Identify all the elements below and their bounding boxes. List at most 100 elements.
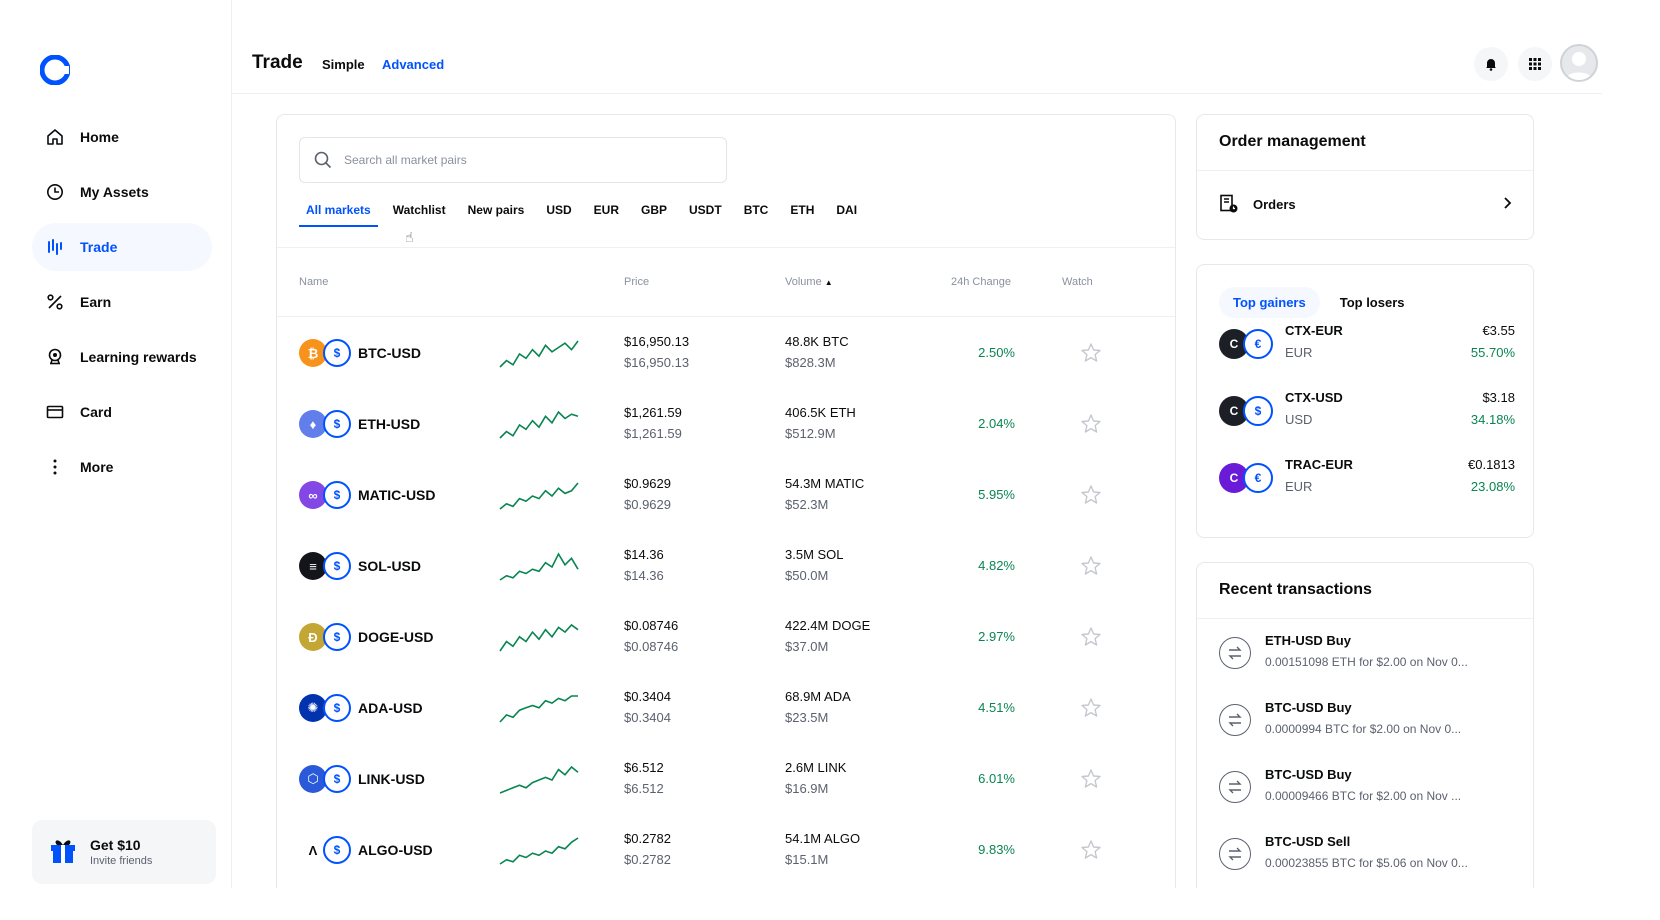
price-value: $0.9629 <box>624 476 671 491</box>
volume-value: 48.8K BTC <box>785 334 849 349</box>
sidebar-item-label: My Assets <box>80 184 149 200</box>
price-sub-value: $1,261.59 <box>624 426 682 441</box>
pair-name: ALGO-USD <box>358 842 433 858</box>
coin-pair-icons: ₿ $ <box>299 339 351 367</box>
volume-value: 54.1M ALGO <box>785 831 861 846</box>
change-value: 6.01% <box>978 771 1015 786</box>
transaction-row[interactable]: BTC-USD Buy 0.00009466 BTC for $2.00 on N… <box>1219 763 1515 813</box>
volume-usd-value: $50.0M <box>785 568 829 583</box>
price-value: $14.36 <box>624 547 664 562</box>
volume-usd-value: $37.0M <box>785 639 829 654</box>
sparkline-line <box>499 623 579 652</box>
mode-advanced-tab[interactable]: Advanced <box>382 57 445 72</box>
sidebar: Home My Assets Trade Earn Learning rewar… <box>0 0 232 888</box>
apps-button[interactable] <box>1518 47 1552 81</box>
coin-usd-icon: $ <box>323 410 351 438</box>
sidebar-item-learning-rewards[interactable]: Learning rewards <box>32 333 212 381</box>
swap-icon <box>1219 838 1251 870</box>
pair-name: DOGE-USD <box>358 629 434 645</box>
transaction-title: ETH-USD Buy <box>1265 633 1351 648</box>
tab-gbp[interactable]: GBP <box>641 203 668 217</box>
percent-icon <box>44 291 66 313</box>
volume-value: 68.9M ADA <box>785 689 851 704</box>
column-volume[interactable]: Volume ▲ <box>785 276 833 288</box>
tab-usd[interactable]: USD <box>546 203 572 217</box>
market-search[interactable] <box>299 137 727 183</box>
tab-watchlist[interactable]: Watchlist <box>392 203 446 217</box>
table-header: Name Price Volume ▲ 24h Change Watch <box>277 247 1175 317</box>
sidebar-item-home[interactable]: Home <box>32 113 212 161</box>
sidebar-item-my-assets[interactable]: My Assets <box>32 168 212 216</box>
transaction-row[interactable]: BTC-USD Buy 0.0000994 BTC for $2.00 on No… <box>1219 696 1515 746</box>
tab-top-gainers[interactable]: Top gainers <box>1219 287 1320 318</box>
tab-usdt[interactable]: USDT <box>689 203 722 217</box>
tab-eur[interactable]: EUR <box>593 203 619 217</box>
rewards-icon <box>44 346 66 368</box>
search-input[interactable] <box>344 153 704 167</box>
transaction-title: BTC-USD Buy <box>1265 767 1352 782</box>
coinbase-logo[interactable] <box>40 55 70 85</box>
tab-new-pairs[interactable]: New pairs <box>467 203 525 217</box>
price-value: $3.18 <box>1482 390 1515 405</box>
watch-star-icon[interactable] <box>1079 554 1103 578</box>
avatar[interactable] <box>1560 44 1598 82</box>
sidebar-nav: Home My Assets Trade Earn Learning rewar… <box>32 113 212 498</box>
promo-subtitle: Invite friends <box>90 855 153 867</box>
transaction-row[interactable]: ETH-USD Buy 0.00151098 ETH for $2.00 on N… <box>1219 629 1515 679</box>
watch-star-icon[interactable] <box>1079 767 1103 791</box>
sidebar-item-more[interactable]: More <box>32 443 212 491</box>
volume-cell: 48.8K BTC $828.3M <box>785 334 849 370</box>
volume-cell: 406.5K ETH $512.9M <box>785 405 856 441</box>
coin-quote-icon: € <box>1243 463 1273 493</box>
tab-top-losers[interactable]: Top losers <box>1339 295 1405 310</box>
watch-star-icon[interactable] <box>1079 625 1103 649</box>
watch-star-icon[interactable] <box>1079 696 1103 720</box>
volume-usd-value: $23.5M <box>785 710 829 725</box>
price-cell: $16,950.13 $16,950.13 <box>624 334 689 370</box>
sparkline-line <box>499 340 579 368</box>
table-row[interactable]: Ð $ DOGE-USD $0.08746 $0.08746 422.4M DOGE $37… <box>277 601 1175 672</box>
quote-currency: EUR <box>1285 345 1313 360</box>
change-value: 9.83% <box>978 842 1015 857</box>
watch-star-icon[interactable] <box>1079 412 1103 436</box>
notifications-button[interactable] <box>1474 47 1508 81</box>
watch-star-icon[interactable] <box>1079 483 1103 507</box>
mover-row[interactable]: C € TRAC-EUR EUR €0.1813 23.08% <box>1219 453 1515 503</box>
price-sub-value: $14.36 <box>624 568 664 583</box>
tab-all-markets[interactable]: All markets <box>299 203 378 227</box>
tab-dai[interactable]: DAI <box>836 203 858 217</box>
price-value: $1,261.59 <box>624 405 682 420</box>
sidebar-item-trade[interactable]: Trade <box>32 223 212 271</box>
volume-usd-value: $828.3M <box>785 355 836 370</box>
column-name[interactable]: Name <box>299 276 329 288</box>
transaction-row[interactable]: BTC-USD Sell 0.00023855 BTC for $5.06 on … <box>1219 830 1515 880</box>
table-row[interactable]: ⬡ $ LINK-USD $6.512 $6.512 2.6M LINK $16.9M 6.0… <box>277 743 1175 814</box>
table-row[interactable]: ∞ $ MATIC-USD $0.9629 $0.9629 54.3M MATIC $52.… <box>277 459 1175 530</box>
table-row[interactable]: ≡ $ SOL-USD $14.36 $14.36 3.5M SOL $50.0M 4.82% <box>277 530 1175 601</box>
column-price[interactable]: Price <box>624 276 650 288</box>
table-row[interactable]: Λ $ ALGO-USD $0.2782 $0.2782 54.1M ALGO $15.1M… <box>277 814 1175 885</box>
watch-star-icon[interactable] <box>1079 341 1103 365</box>
column-24h-change[interactable]: 24h Change <box>951 276 1011 288</box>
sparkline-chart <box>499 410 579 439</box>
table-row[interactable]: ♦ $ ETH-USD $1,261.59 $1,261.59 406.5K ETH $51… <box>277 388 1175 459</box>
sidebar-item-earn[interactable]: Earn <box>32 278 212 326</box>
mover-row[interactable]: C $ CTX-USD USD $3.18 34.18% <box>1219 386 1515 436</box>
invite-promo[interactable]: Get $10 Invite friends <box>32 820 216 884</box>
change-value: 2.97% <box>978 629 1015 644</box>
price-value: $0.08746 <box>624 618 679 633</box>
watch-star-icon[interactable] <box>1079 838 1103 862</box>
price-value: $16,950.13 <box>624 334 690 349</box>
mode-simple-tab[interactable]: Simple <box>322 57 365 72</box>
orders-link[interactable]: Orders <box>1219 187 1515 221</box>
change-value: 4.51% <box>978 700 1015 715</box>
change-value: 2.04% <box>978 416 1015 431</box>
tab-btc[interactable]: BTC <box>743 203 769 217</box>
table-row[interactable]: ✺ $ ADA-USD $0.3404 $0.3404 68.9M ADA $23.5M 4.… <box>277 672 1175 743</box>
sidebar-item-card[interactable]: Card <box>32 388 212 436</box>
grid-icon <box>1529 58 1541 70</box>
pair-name: LINK-USD <box>358 771 425 787</box>
mover-row[interactable]: C € CTX-EUR EUR €3.55 55.70% <box>1219 319 1515 369</box>
table-row[interactable]: ₿ $ BTC-USD $16,950.13 $16,950.13 48.8K BTC $8… <box>277 317 1175 388</box>
tab-eth[interactable]: ETH <box>790 203 815 217</box>
